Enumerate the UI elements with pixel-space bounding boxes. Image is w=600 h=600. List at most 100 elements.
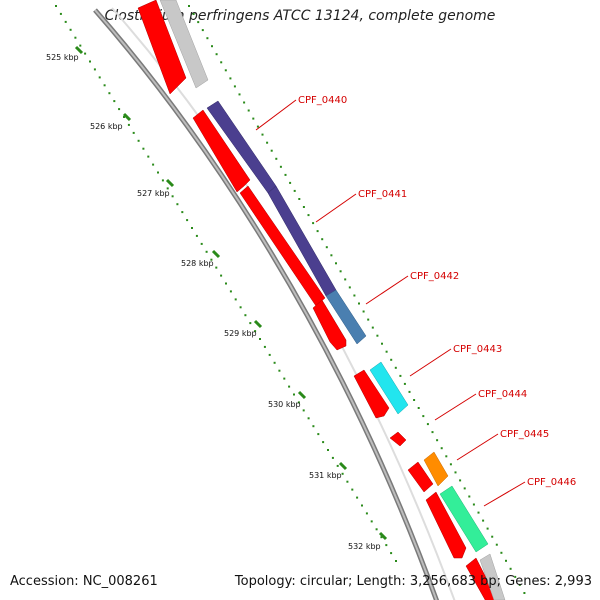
tick-dot bbox=[449, 463, 452, 466]
tick-dot bbox=[270, 149, 273, 152]
cds-feature[interactable] bbox=[192, 109, 251, 193]
gene-label-CPF_0442[interactable]: CPF_0442 bbox=[410, 271, 459, 282]
gene-label-CPF_0444[interactable]: CPF_0444 bbox=[478, 389, 527, 400]
tick-dot bbox=[84, 52, 87, 55]
tick-label-531: 531 kbp bbox=[309, 471, 342, 480]
tick-dot bbox=[341, 472, 344, 475]
gene-CPF_0442[interactable] bbox=[325, 289, 367, 345]
cds-feature[interactable] bbox=[137, 0, 187, 95]
tick-dot bbox=[325, 246, 328, 249]
tick-dot bbox=[358, 302, 360, 305]
tick-label-527: 527 kbp bbox=[137, 189, 170, 198]
gene-label-CPF_0441[interactable]: CPF_0441 bbox=[358, 189, 407, 200]
tick-dot bbox=[380, 536, 383, 539]
tick-dot bbox=[195, 234, 198, 237]
tick-dot bbox=[468, 495, 471, 498]
tick-dot bbox=[244, 314, 247, 317]
tick-dot bbox=[74, 36, 77, 39]
tick-dot bbox=[385, 350, 388, 353]
tick-dot bbox=[225, 282, 227, 285]
tick-dot bbox=[440, 447, 443, 450]
gene-CPF_0445[interactable] bbox=[423, 451, 449, 487]
tick-dot bbox=[390, 358, 393, 361]
tick-dot bbox=[463, 487, 466, 490]
tick-dot bbox=[256, 125, 259, 128]
tick-dot bbox=[346, 480, 349, 483]
tick-dot bbox=[261, 133, 264, 136]
cds-feature[interactable] bbox=[465, 557, 500, 600]
tick-dot bbox=[137, 139, 140, 142]
tick-dot bbox=[445, 455, 448, 458]
tick-dot bbox=[353, 294, 356, 297]
tick-dot bbox=[239, 306, 242, 309]
tick-dot bbox=[147, 155, 150, 158]
tick-dot bbox=[482, 519, 485, 522]
tick-dot bbox=[79, 44, 82, 47]
tick-dot bbox=[205, 250, 208, 253]
tick-dot bbox=[367, 318, 370, 321]
tick-dot bbox=[55, 5, 57, 7]
genome-summary-text: Topology: circular; Length: 3,256,683 bp… bbox=[234, 574, 592, 589]
tick-dot bbox=[263, 345, 266, 348]
tick-label-530: 530 kbp bbox=[268, 400, 301, 409]
tick-dot bbox=[233, 85, 236, 88]
tick-dot bbox=[344, 278, 347, 281]
tick-dot bbox=[370, 520, 373, 523]
tick-dot bbox=[293, 189, 296, 192]
tick-dot bbox=[518, 583, 521, 586]
partial-gene bbox=[159, 0, 209, 89]
tick-dot bbox=[171, 195, 174, 198]
cds-feature[interactable] bbox=[389, 431, 407, 447]
tick-dot bbox=[113, 100, 116, 103]
tick-dot bbox=[142, 147, 145, 150]
gene-label-CPF_0445[interactable]: CPF_0445 bbox=[500, 429, 549, 440]
tick-label-528: 528 kbp bbox=[181, 259, 214, 268]
tick-dot bbox=[157, 171, 159, 174]
tick-dot bbox=[500, 551, 503, 554]
tick-dot bbox=[362, 310, 365, 313]
cds-feature[interactable] bbox=[407, 461, 434, 493]
cds-feature[interactable] bbox=[312, 299, 347, 351]
tick-dot bbox=[192, 13, 195, 15]
gene-label-CPF_0443[interactable]: CPF_0443 bbox=[453, 344, 502, 355]
cds-feature[interactable] bbox=[353, 369, 390, 419]
tick-dot bbox=[252, 117, 255, 120]
tick-dot bbox=[298, 198, 301, 200]
tick-dot bbox=[166, 187, 169, 190]
gene-CPF_0446[interactable] bbox=[439, 485, 489, 553]
tick-dot bbox=[417, 407, 420, 409]
tick-dot bbox=[249, 322, 252, 325]
gene-label-CPF_0440[interactable]: CPF_0440 bbox=[298, 95, 347, 106]
tick-labels: 525 kbp 526 kbp 527 kbp 528 kbp 529 kbp … bbox=[46, 53, 381, 551]
tick-dot bbox=[259, 338, 261, 340]
tick-dot bbox=[293, 393, 295, 396]
tick-dot bbox=[413, 399, 416, 401]
tick-dot bbox=[103, 84, 106, 87]
tick-dot bbox=[316, 230, 319, 233]
tick-dot bbox=[268, 353, 271, 356]
tick-dot bbox=[486, 527, 489, 530]
tick-dot bbox=[206, 37, 209, 40]
tick-dot bbox=[505, 559, 507, 562]
tick-dot bbox=[98, 76, 101, 79]
gene-CPF_0443[interactable] bbox=[369, 361, 409, 415]
tick-label-529: 529 kbp bbox=[224, 329, 257, 338]
tick-dot bbox=[395, 560, 397, 562]
tick-dot bbox=[59, 12, 62, 15]
tick-dot bbox=[399, 374, 402, 377]
tick-dot bbox=[495, 543, 498, 546]
gene-label-CPF_0446[interactable]: CPF_0446 bbox=[527, 477, 576, 488]
tick-dot bbox=[422, 415, 425, 418]
tick-dot bbox=[454, 471, 457, 474]
tick-dot bbox=[509, 567, 512, 570]
tick-dot bbox=[375, 528, 378, 531]
tick-dot bbox=[123, 116, 125, 118]
tick-dot bbox=[403, 382, 406, 385]
cds-feature[interactable] bbox=[239, 185, 326, 307]
tick-dot bbox=[307, 417, 310, 420]
cds-feature[interactable] bbox=[425, 491, 467, 559]
tick-dot bbox=[220, 61, 223, 64]
tick-dot bbox=[371, 326, 374, 329]
tick-dot bbox=[215, 266, 218, 269]
tick-dot bbox=[426, 423, 429, 426]
